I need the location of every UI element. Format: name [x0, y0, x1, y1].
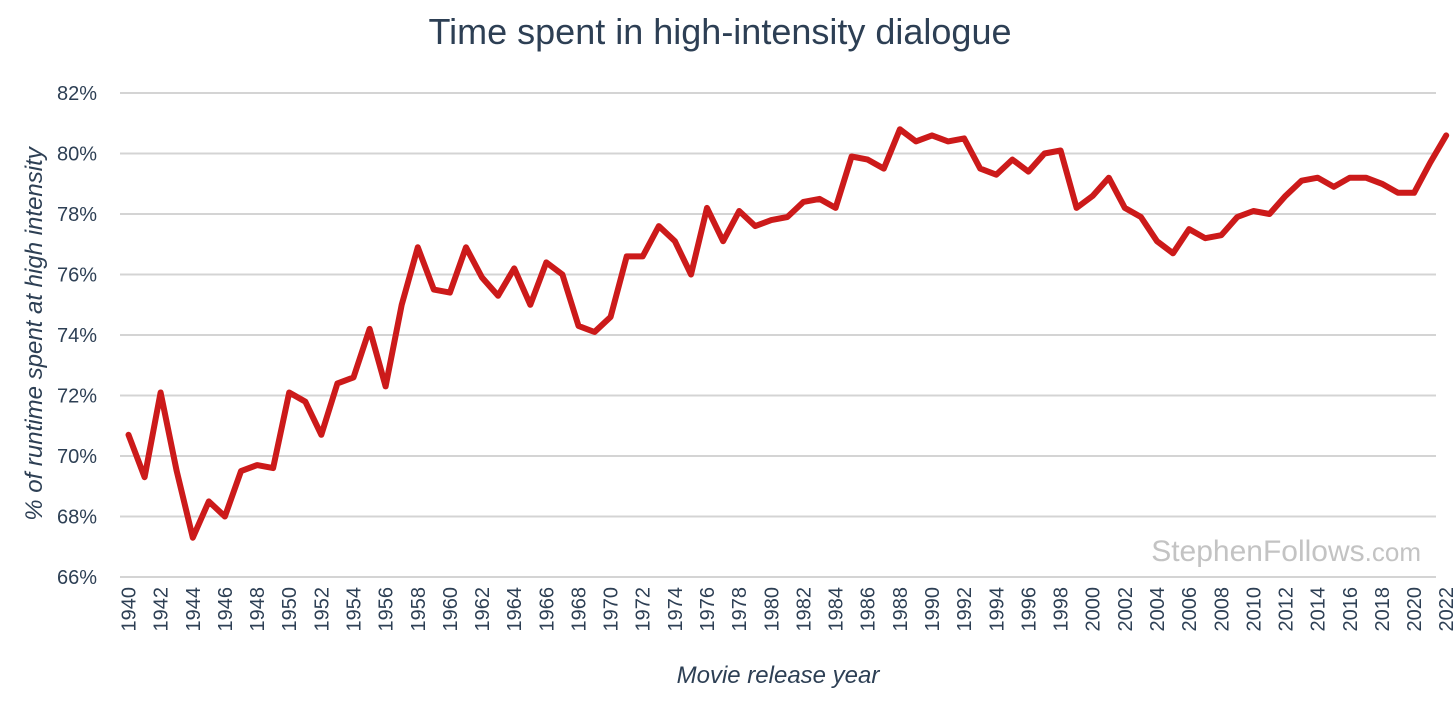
x-tick-label: 1966: [536, 587, 558, 632]
x-tick-label: 1948: [247, 587, 269, 632]
x-tick-label: 1978: [729, 587, 751, 632]
x-tick-label: 1942: [151, 587, 173, 632]
x-tick-label: 1982: [793, 587, 815, 632]
y-tick-label: 80%: [57, 144, 97, 166]
y-tick-label: 72%: [57, 386, 97, 408]
x-tick-label: 1984: [826, 587, 848, 632]
x-tick-label: 2004: [1147, 587, 1169, 632]
series-line: [125, 126, 1450, 541]
watermark: StephenFollows.com: [1151, 535, 1421, 568]
x-tick-label: 2014: [1308, 587, 1330, 632]
x-tick-label: 1986: [858, 587, 880, 632]
x-tick-label: 2016: [1340, 587, 1362, 632]
y-tick-label: 82%: [57, 83, 97, 105]
x-tick-label: 1946: [215, 587, 237, 632]
x-tick-label: 1952: [311, 587, 333, 632]
y-tick-label: 74%: [57, 325, 97, 347]
x-tick-label: 1988: [890, 587, 912, 632]
series-layer: [125, 126, 1450, 541]
y-axis-label: % of runtime spent at high intensity: [21, 145, 48, 521]
x-tick-label: 1990: [922, 587, 944, 632]
x-tick-label: 2020: [1404, 587, 1426, 632]
x-tick-label: 1974: [665, 587, 687, 632]
x-tick-label: 1956: [376, 587, 398, 632]
x-tick-label: 1950: [279, 587, 301, 632]
x-tick-label: 1940: [119, 587, 141, 632]
x-tick-label: 1994: [986, 587, 1008, 632]
y-tick-label: 68%: [57, 507, 97, 529]
x-tick-label: 1980: [761, 587, 783, 632]
x-tick-label: 2000: [1083, 587, 1105, 632]
x-tick-label: 2002: [1115, 587, 1137, 632]
x-axis-ticks: 1940 1942 1944 1946 1948 1950 1952 1954 1956 1958…: [119, 587, 1456, 632]
y-axis-ticks: 66% 68% 70% 72% 74% 76% 78% 80% 82%: [57, 83, 97, 589]
x-tick-label: 1992: [954, 587, 976, 632]
x-tick-label: 2010: [1243, 587, 1265, 632]
x-axis-label: Movie release year: [677, 662, 881, 689]
x-tick-label: 2008: [1211, 587, 1233, 632]
x-tick-label: 1958: [408, 587, 430, 632]
x-tick-label: 1972: [633, 587, 655, 632]
x-tick-label: 2006: [1179, 587, 1201, 632]
watermark-suffix: .com: [1365, 537, 1421, 567]
y-tick-label: 78%: [57, 204, 97, 226]
x-tick-label: 1998: [1051, 587, 1073, 632]
x-tick-label: 1968: [568, 587, 590, 632]
x-tick-label: 1962: [472, 587, 494, 632]
y-tick-label: 76%: [57, 265, 97, 287]
x-tick-label: 1996: [1018, 587, 1040, 632]
x-tick-label: 2018: [1372, 587, 1394, 632]
x-tick-label: 1954: [343, 587, 365, 632]
x-tick-label: 1960: [440, 587, 462, 632]
x-tick-label: 1964: [504, 587, 526, 632]
chart-title: Time spent in high-intensity dialogue: [429, 11, 1012, 52]
y-tick-label: 70%: [57, 446, 97, 468]
gridlines: [120, 92, 1436, 578]
x-tick-label: 1976: [697, 587, 719, 632]
x-tick-label: 2012: [1276, 587, 1298, 632]
y-tick-label: 66%: [57, 567, 97, 589]
watermark-main: StephenFollows: [1151, 535, 1364, 568]
x-tick-label: 1970: [601, 587, 623, 632]
x-tick-label: 2022: [1436, 587, 1456, 632]
x-tick-label: 1944: [183, 587, 205, 632]
